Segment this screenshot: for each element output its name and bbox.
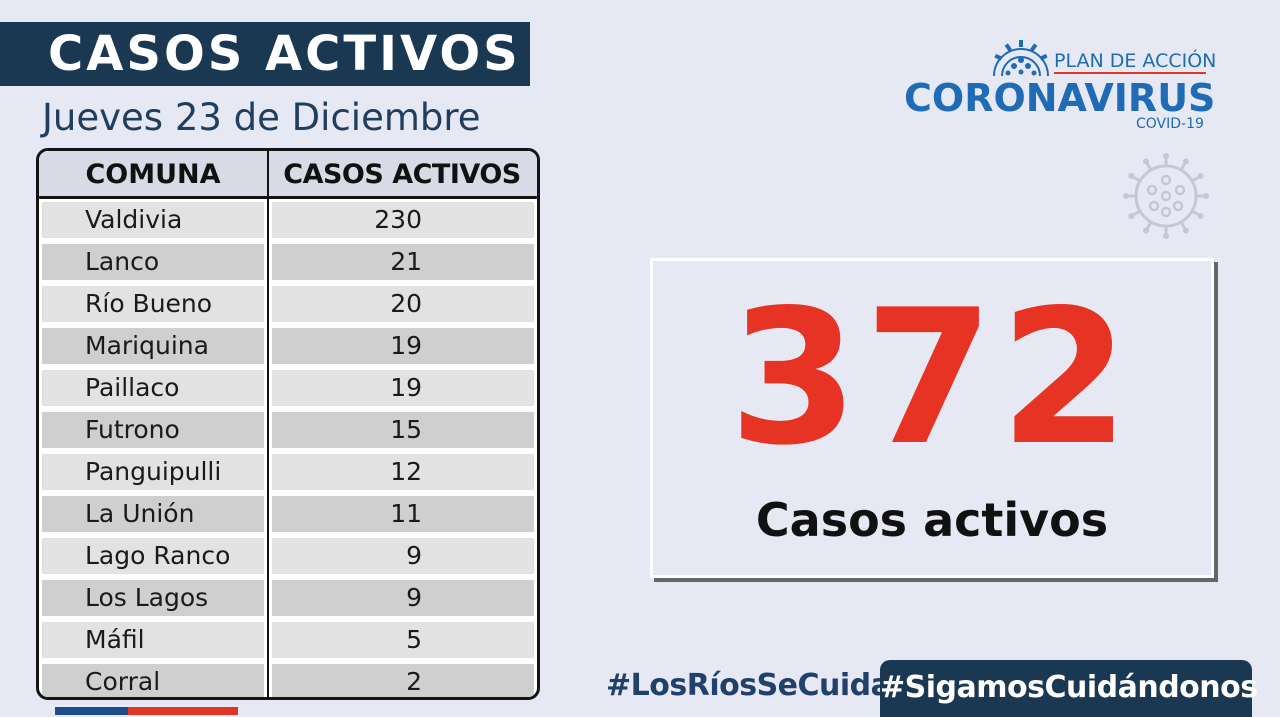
cases-table: COMUNA CASOS ACTIVOS Valdivia 230 Lanco 21 R… bbox=[36, 148, 540, 700]
row-background bbox=[272, 580, 534, 616]
table-row: Futrono 15 bbox=[39, 409, 537, 451]
comuna-name: Máfil bbox=[85, 625, 145, 654]
active-cases-value: 11 bbox=[390, 499, 422, 528]
row-background bbox=[42, 454, 264, 490]
row-background bbox=[272, 202, 534, 238]
row-background bbox=[42, 328, 264, 364]
virus-icon bbox=[1123, 153, 1209, 239]
virus-icon bbox=[993, 40, 1049, 77]
logo-coronavirus-text: CORONAVIRUS bbox=[904, 76, 1216, 120]
row-background bbox=[42, 286, 264, 322]
page-title: CASOS ACTIVOS bbox=[48, 26, 521, 82]
comuna-name: Mariquina bbox=[85, 331, 209, 360]
comuna-name: Corral bbox=[85, 667, 161, 696]
active-cases-value: 5 bbox=[406, 625, 422, 654]
table-row: Río Bueno 20 bbox=[39, 283, 537, 325]
row-background bbox=[272, 496, 534, 532]
table-row: La Unión 11 bbox=[39, 493, 537, 535]
row-background bbox=[42, 496, 264, 532]
row-background bbox=[272, 286, 534, 322]
row-background bbox=[272, 664, 534, 697]
active-cases-value: 20 bbox=[390, 289, 422, 318]
total-cases-label: Casos activos bbox=[755, 493, 1109, 547]
active-cases-value: 19 bbox=[390, 373, 422, 402]
active-cases-value: 19 bbox=[390, 331, 422, 360]
logo-plan-text: PLAN DE ACCIÓN bbox=[1054, 50, 1217, 72]
comuna-name: Paillaco bbox=[85, 373, 180, 402]
flag-stripe-blue bbox=[55, 707, 128, 715]
active-cases-value: 230 bbox=[374, 205, 422, 234]
table-row: Valdivia 230 bbox=[39, 199, 537, 241]
comuna-name: La Unión bbox=[85, 499, 195, 528]
hashtag-badge: #SigamosCuidándonos bbox=[880, 660, 1258, 717]
active-cases-value: 9 bbox=[406, 583, 422, 612]
row-background bbox=[42, 202, 264, 238]
column-divider bbox=[267, 151, 269, 697]
column-header-casos: CASOS ACTIVOS bbox=[283, 159, 521, 190]
table-row: Lago Ranco 9 bbox=[39, 535, 537, 577]
row-background bbox=[272, 328, 534, 364]
row-background bbox=[272, 454, 534, 490]
comuna-name: Valdivia bbox=[85, 205, 183, 234]
hashtag-los-rios: #LosRíosSeCuida bbox=[606, 668, 891, 703]
comuna-name: Panguipulli bbox=[85, 457, 222, 486]
plan-coronavirus-logo: PLAN DE ACCIÓN CORONAVIRUS COVID-19 bbox=[900, 38, 1216, 138]
active-cases-value: 15 bbox=[390, 415, 422, 444]
table-row: Máfil 5 bbox=[39, 619, 537, 661]
row-background bbox=[42, 370, 264, 406]
row-background bbox=[42, 538, 264, 574]
table-row: Paillaco 19 bbox=[39, 367, 537, 409]
table-row: Mariquina 19 bbox=[39, 325, 537, 367]
active-cases-value: 12 bbox=[390, 457, 422, 486]
comuna-name: Río Bueno bbox=[85, 289, 213, 318]
title-banner: CASOS ACTIVOS bbox=[0, 22, 530, 86]
comuna-name: Los Lagos bbox=[85, 583, 209, 612]
row-background bbox=[42, 244, 264, 280]
row-background bbox=[42, 580, 264, 616]
row-background bbox=[272, 370, 534, 406]
table-row: Los Lagos 9 bbox=[39, 577, 537, 619]
row-background bbox=[42, 622, 264, 658]
hashtag-sigamos: #SigamosCuidándonos bbox=[880, 670, 1258, 705]
flag-stripe-red bbox=[128, 707, 238, 715]
row-background bbox=[42, 664, 264, 697]
logo-covid-text: COVID-19 bbox=[1136, 116, 1204, 132]
row-background bbox=[272, 244, 534, 280]
column-header-comuna: COMUNA bbox=[85, 159, 221, 190]
row-background bbox=[272, 538, 534, 574]
row-background bbox=[272, 412, 534, 448]
total-cases-number: 372 bbox=[728, 269, 1136, 486]
active-cases-value: 21 bbox=[390, 247, 422, 276]
table-row: Panguipulli 12 bbox=[39, 451, 537, 493]
table-row: Corral 2 bbox=[39, 661, 537, 697]
row-background bbox=[272, 622, 534, 658]
comuna-name: Lago Ranco bbox=[85, 541, 231, 570]
row-background bbox=[42, 412, 264, 448]
table-row: Lanco 21 bbox=[39, 241, 537, 283]
total-cases-card: 372 Casos activos bbox=[650, 258, 1214, 578]
active-cases-value: 2 bbox=[406, 667, 422, 696]
table-body: Valdivia 230 Lanco 21 Río Bueno 20 Mariquina 19… bbox=[39, 199, 537, 697]
logo-underline bbox=[1054, 72, 1206, 74]
comuna-name: Lanco bbox=[85, 247, 160, 276]
table-header: COMUNA CASOS ACTIVOS bbox=[39, 151, 537, 199]
comuna-name: Futrono bbox=[85, 415, 180, 444]
date-subtitle: Jueves 23 de Diciembre bbox=[42, 96, 481, 139]
active-cases-value: 9 bbox=[406, 541, 422, 570]
